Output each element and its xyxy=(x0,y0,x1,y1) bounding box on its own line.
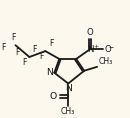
Text: F: F xyxy=(32,45,37,54)
Text: N: N xyxy=(87,45,93,54)
Text: F: F xyxy=(15,48,20,57)
Text: CH₃: CH₃ xyxy=(61,107,75,116)
Text: F: F xyxy=(11,33,16,42)
Text: −: − xyxy=(108,45,113,50)
Text: O: O xyxy=(49,92,56,101)
Text: F: F xyxy=(49,39,53,48)
Text: CH₃: CH₃ xyxy=(99,57,113,66)
Text: O: O xyxy=(87,28,93,37)
Text: F: F xyxy=(39,53,44,61)
Text: +: + xyxy=(93,44,98,49)
Text: F: F xyxy=(1,43,5,52)
Text: F: F xyxy=(22,58,27,67)
Text: N: N xyxy=(65,84,72,93)
Text: N: N xyxy=(46,68,53,77)
Text: O: O xyxy=(104,45,111,54)
